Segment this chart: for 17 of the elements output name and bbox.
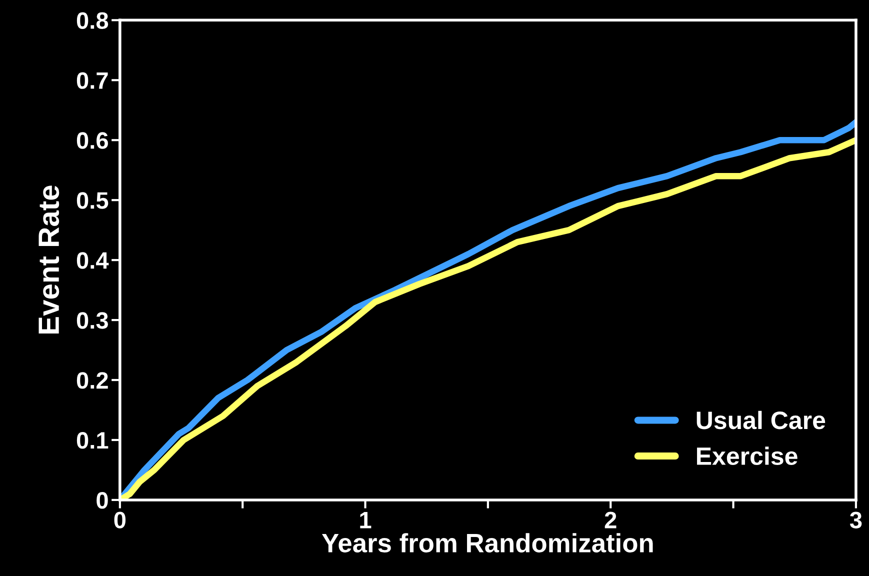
y-tick-label: 0.6 [76, 132, 108, 149]
y-tick-label: 0 [96, 492, 108, 509]
y-tick-label: 0.3 [76, 312, 108, 329]
x-tick-label: 2 [604, 512, 616, 528]
y-tick-label: 0.7 [76, 72, 108, 89]
legend-label: Exercise [697, 446, 798, 466]
x-tick-label: 1 [360, 512, 372, 528]
y-tick-label: 0.2 [76, 372, 108, 389]
y-tick-label: 0.1 [76, 432, 108, 449]
x-tick-label: 3 [850, 512, 862, 528]
y-tick-label: 0.8 [76, 12, 108, 29]
x-axis-title: Years from Randomization [322, 533, 653, 552]
legend-label: Usual Care [696, 410, 826, 430]
y-tick-label: 0.5 [76, 192, 108, 209]
y-axis-title: Event Rate [38, 186, 60, 334]
y-tick-label: 0.4 [76, 252, 109, 269]
x-tick-label: 0 [114, 512, 126, 528]
